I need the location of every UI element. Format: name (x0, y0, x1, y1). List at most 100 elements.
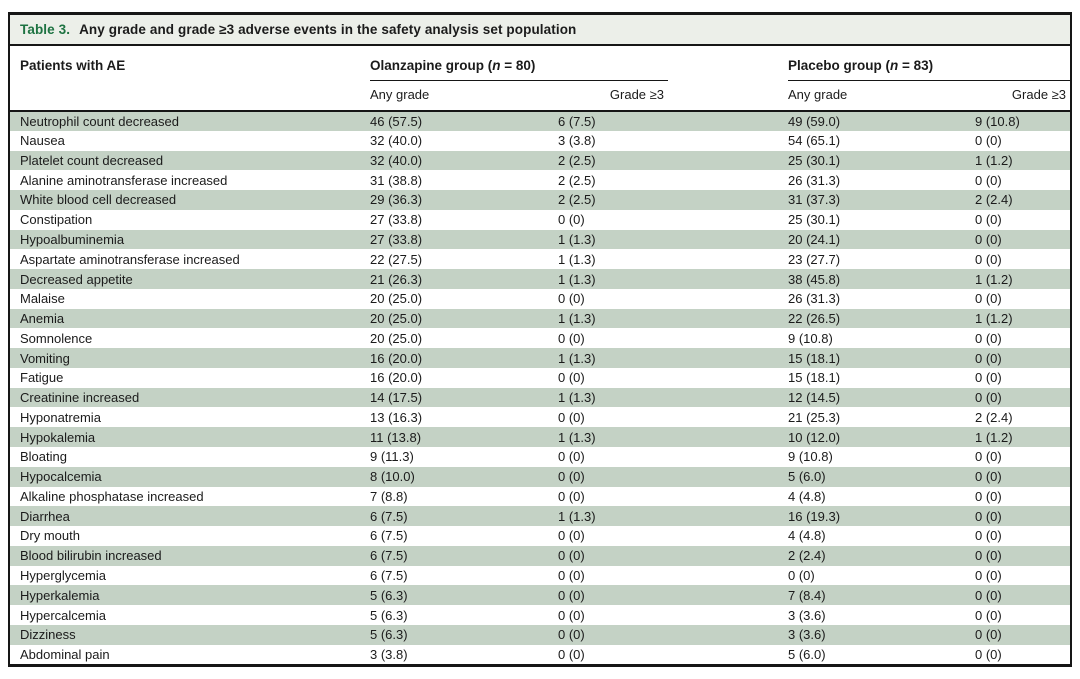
olanzapine-label-n: n (492, 58, 501, 73)
olanzapine-any-grade-cell: 29 (36.3) (370, 192, 423, 208)
olanzapine-grade-ge3-cell: 0 (0) (558, 528, 585, 544)
placebo-any-grade-cell: 0 (0) (788, 567, 815, 583)
olanzapine-grade-ge3-cell: 2 (2.5) (558, 192, 596, 208)
olanzapine-grade-ge3-cell: 1 (1.3) (558, 251, 596, 267)
spacer-cell (668, 506, 788, 526)
ae-name-cell: Bloating (20, 449, 67, 465)
placebo-any-grade-cell: 38 (45.8) (788, 271, 841, 287)
placebo-any-grade-cell: 25 (30.1) (788, 152, 841, 168)
placebo-any-grade-cell: 9 (10.8) (788, 330, 833, 346)
olanzapine-any-grade-cell: 22 (27.5) (370, 251, 423, 267)
olanzapine-any-grade-cell: 5 (6.3) (370, 587, 408, 603)
olanzapine-any-grade-cell: 11 (13.8) (370, 429, 422, 445)
olanzapine-grade-ge3-cell: 0 (0) (558, 469, 585, 485)
olanzapine-any-grade-cell: 9 (11.3) (370, 449, 414, 465)
ae-name-cell: Aspartate aminotransferase increased (20, 251, 240, 267)
spacer-cell (668, 546, 788, 566)
placebo-any-grade-cell: 4 (4.8) (788, 488, 826, 504)
placebo-grade-ge3-cell: 2 (2.4) (975, 409, 1013, 425)
placebo-grade-ge3-cell: 0 (0) (975, 212, 1002, 228)
table-row: Hypocalcemia 8 (10.0) 0 (0) 5 (6.0) 0 (0… (10, 466, 1071, 487)
placebo-any-grade-cell: 20 (24.1) (788, 231, 841, 247)
table-row: Hypokalemia 11 (13.8) 1 (1.3) 10 (12.0) … (10, 427, 1071, 448)
placebo-any-grade-cell: 23 (27.7) (788, 251, 841, 267)
olanzapine-grade-ge3-cell: 1 (1.3) (558, 429, 596, 445)
placebo-grade-ge3-cell: 0 (0) (975, 172, 1002, 188)
olanzapine-any-grade-cell: 7 (8.8) (370, 488, 408, 504)
olanzapine-any-grade-cell: 16 (20.0) (370, 350, 423, 366)
placebo-group-label: Placebo group (n = 83) (788, 58, 1071, 81)
placebo-grade-ge3-cell: 0 (0) (975, 548, 1002, 564)
olanzapine-any-grade-cell: 3 (3.8) (370, 647, 408, 663)
spacer-cell (668, 625, 788, 645)
placebo-label-n: n (890, 58, 899, 73)
table-row: Alanine aminotransferase increased 31 (3… (10, 170, 1070, 190)
table-row: Creatinine increased 14 (17.5) 1 (1.3) 1… (10, 387, 1071, 408)
ae-name-cell: Anemia (20, 311, 65, 327)
column-header-olanzapine-any-grade: Any grade (370, 81, 558, 112)
placebo-any-grade-cell: 12 (14.5) (788, 390, 841, 406)
placebo-any-grade-cell: 9 (10.8) (788, 449, 833, 465)
olanzapine-any-grade-cell: 13 (16.3) (370, 409, 423, 425)
placebo-grade-ge3-cell: 0 (0) (975, 330, 1002, 346)
column-header-placebo-grade-ge3: Grade ≥3 (975, 81, 1071, 112)
olanzapine-grade-ge3-cell: 2 (2.5) (558, 172, 596, 188)
olanzapine-grade-ge3-cell: 6 (7.5) (558, 113, 596, 129)
placebo-grade-ge3-cell: 0 (0) (975, 508, 1002, 524)
olanzapine-any-grade-cell: 31 (38.8) (370, 172, 423, 188)
table-row: Neutrophil count decreased 46 (57.5) 6 (… (10, 111, 1071, 131)
placebo-grade-ge3-cell: 0 (0) (975, 587, 1002, 603)
spacer-cell (668, 368, 788, 388)
spacer-cell (668, 407, 788, 427)
spacer-cell (668, 566, 788, 586)
column-group-placebo: Placebo group (n = 83) (788, 46, 1071, 81)
olanzapine-any-grade-cell: 16 (20.0) (370, 370, 423, 386)
table3-container: Table 3. Any grade and grade ≥3 adverse … (8, 12, 1072, 668)
olanzapine-group-label: Olanzapine group (n = 80) (370, 58, 669, 81)
spacer-cell (668, 467, 788, 487)
table-row: Nausea 32 (40.0) 3 (3.8) 54 (65.1) 0 (0) (10, 131, 1070, 151)
table-row: Abdominal pain 3 (3.8) 0 (0) 5 (6.0) 0 (… (10, 645, 1070, 665)
table-row: Malaise 20 (25.0) 0 (0) 26 (31.3) 0 (0) (10, 289, 1070, 309)
olanzapine-any-grade-cell: 8 (10.0) (370, 469, 415, 485)
spacer-cell (668, 111, 788, 131)
table-row: Constipation 27 (33.8) 0 (0) 25 (30.1) 0… (10, 210, 1070, 230)
ae-name-cell: Fatigue (20, 370, 64, 386)
spacer-cell (668, 230, 788, 250)
table-row: Hypercalcemia 5 (6.3) 0 (0) 3 (3.6) 0 (0… (10, 605, 1070, 625)
spacer-cell (668, 427, 788, 447)
ae-name-cell: Dizziness (20, 627, 76, 643)
header-spacer (668, 46, 789, 112)
olanzapine-any-grade-cell: 6 (7.5) (370, 548, 408, 564)
table-row: Dry mouth 6 (7.5) 0 (0) 4 (4.8) 0 (0) (10, 526, 1070, 546)
placebo-grade-ge3-cell: 0 (0) (975, 488, 1002, 504)
ae-name-cell: Alkaline phosphatase increased (20, 488, 204, 504)
ae-name-cell: Hypercalcemia (20, 607, 106, 623)
ae-name-cell: Nausea (20, 133, 65, 149)
olanzapine-any-grade-cell: 14 (17.5) (370, 390, 423, 406)
ae-name-cell: Hypoalbuminemia (20, 231, 125, 247)
placebo-any-grade-cell: 49 (59.0) (788, 113, 841, 129)
olanzapine-grade-ge3-cell: 0 (0) (558, 548, 585, 564)
ae-name-cell: Blood bilirubin increased (20, 548, 162, 564)
olanzapine-grade-ge3-cell: 0 (0) (558, 627, 585, 643)
table-row: Hyperkalemia 5 (6.3) 0 (0) 7 (8.4) 0 (0) (10, 585, 1071, 606)
ae-name-cell: Neutrophil count decreased (20, 113, 179, 129)
spacer-cell (668, 447, 788, 467)
olanzapine-grade-ge3-cell: 0 (0) (558, 587, 585, 603)
subheader-row: Any grade Grade ≥3 Any grade Grade ≥3 (10, 81, 1071, 112)
spacer-cell (668, 190, 788, 210)
olanzapine-grade-ge3-cell: 0 (0) (558, 607, 585, 623)
placebo-any-grade-cell: 15 (18.1) (788, 350, 841, 366)
placebo-grade-ge3-cell: 0 (0) (975, 528, 1002, 544)
spacer-cell (668, 170, 788, 190)
placebo-any-grade-cell: 22 (26.5) (788, 311, 841, 327)
table-row: White blood cell decreased 29 (36.3) 2 (… (10, 190, 1071, 210)
placebo-grade-ge3-cell: 0 (0) (975, 390, 1002, 406)
olanzapine-any-grade-cell: 5 (6.3) (370, 607, 408, 623)
olanzapine-grade-ge3-cell: 0 (0) (558, 370, 585, 386)
olanzapine-grade-ge3-cell: 1 (1.3) (558, 390, 596, 406)
table-row: Alkaline phosphatase increased 7 (8.8) 0… (10, 487, 1070, 507)
table-row: Decreased appetite 21 (26.3) 1 (1.3) 38 … (10, 269, 1071, 289)
